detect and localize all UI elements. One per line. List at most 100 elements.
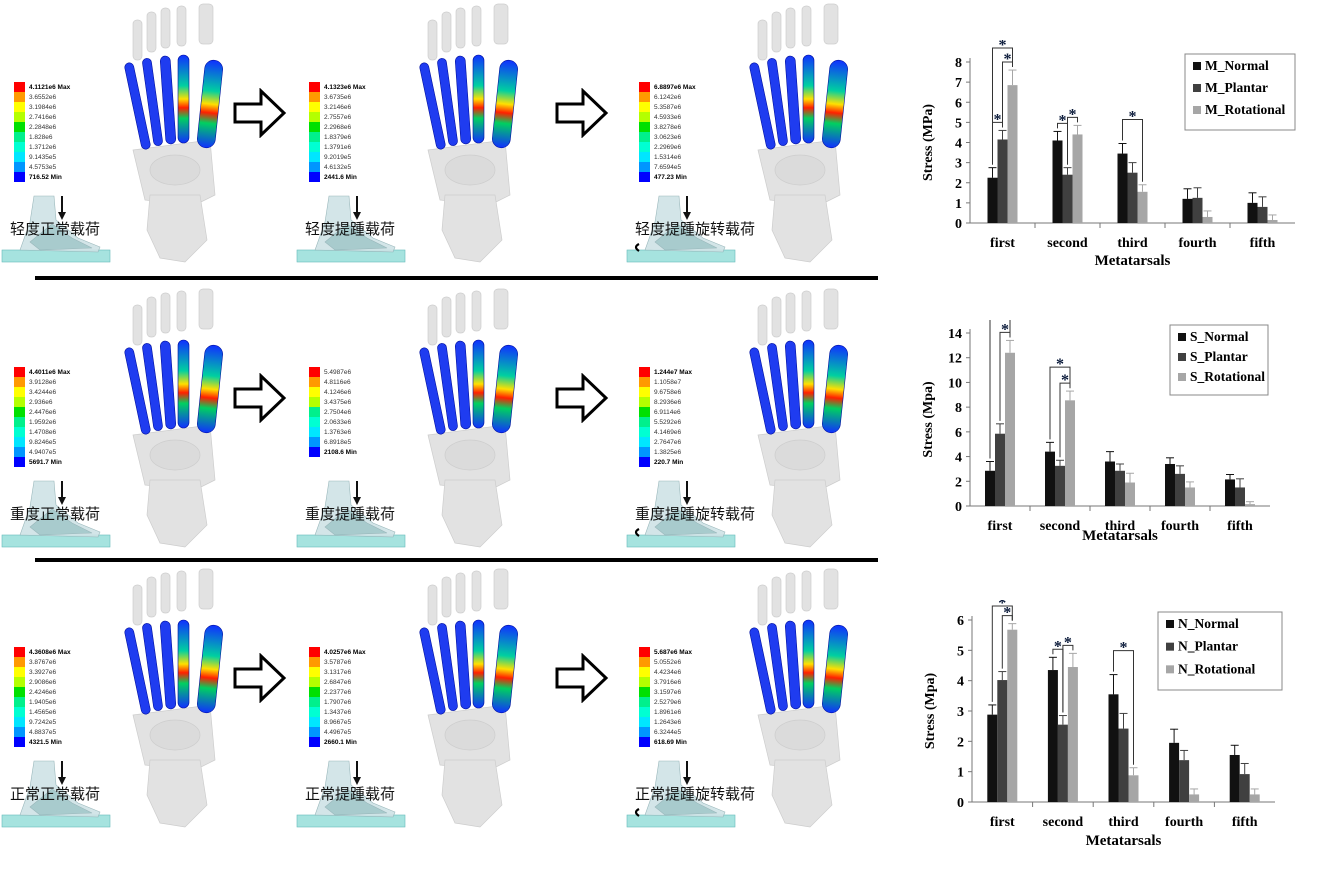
bar: [1267, 219, 1278, 223]
legend-label: M_Rotational: [1205, 102, 1285, 117]
colorbar-label: 3.8278e6: [654, 123, 682, 131]
metatarsal-bone: [767, 58, 788, 146]
colorbar-entry: 4.5753e5: [14, 162, 94, 172]
colorbar-entry: 1.4565e6: [14, 707, 94, 717]
metatarsal-bone: [177, 54, 190, 144]
x-tick-label: second: [1043, 815, 1084, 830]
bar: [997, 139, 1008, 223]
y-tick-label: 12: [948, 352, 962, 367]
bar: [1225, 479, 1235, 506]
colorbar-swatch: [639, 697, 650, 707]
colorbar-entry: 2.2968e6: [309, 122, 389, 132]
panel-caption: 轻度提踵载荷: [305, 220, 396, 238]
stress-colorbar-legend: 4.1121e6 Max 3.6552e6 3.1984e6 2.7416e6 2.28…: [14, 82, 94, 182]
metatarsal-bone: [437, 623, 458, 711]
rotation-arrow-icon: [634, 808, 640, 817]
metatarsal-bone: [142, 58, 163, 146]
bar: [1117, 153, 1128, 223]
colorbar-entry: 2.0633e6: [309, 417, 389, 427]
x-tick-label: first: [990, 815, 1015, 830]
bar: [1165, 463, 1175, 506]
significance-star: *: [1056, 356, 1064, 373]
colorbar-entry: 7.6594e5: [639, 162, 719, 172]
colorbar-label: 8.9667e5: [324, 718, 352, 726]
panel-caption: 正常提踵旋转载荷: [635, 785, 756, 803]
colorbar-swatch: [14, 647, 25, 657]
colorbar-entry: 3.1597e6: [639, 687, 719, 697]
colorbar-entry: 1.8379e6: [309, 132, 389, 142]
significance-bracket: [989, 320, 1011, 459]
colorbar-label: 3.0623e6: [654, 133, 682, 141]
colorbar-swatch: [309, 717, 320, 727]
colorbar-entry: 3.1984e6: [14, 102, 94, 112]
colorbar-label: 1.8961e6: [654, 708, 682, 716]
colorbar-label: 2.6847e6: [324, 678, 352, 686]
foot-stress-model: [419, 288, 518, 548]
colorbar-entry: 9.1435e5: [14, 152, 94, 162]
colorbar-swatch: [639, 112, 650, 122]
colorbar-entry: 9.7242e5: [14, 717, 94, 727]
colorbar-swatch: [309, 397, 320, 407]
colorbar-label: 2.7647e6: [654, 438, 682, 446]
x-axis-label: Metatarsals: [1095, 253, 1171, 269]
legend-swatch: [1193, 106, 1201, 114]
colorbar-swatch: [309, 417, 320, 427]
colorbar-label: 1.8379e6: [324, 133, 352, 141]
metatarsal-bone: [802, 54, 815, 144]
colorbar-label: 4.8116e6: [324, 378, 351, 386]
colorbar-entry: 3.8767e6: [14, 657, 94, 667]
stress-colorbar-legend: 4.1323e6 Max 3.6735e6 3.2146e6 2.7557e6 2.29…: [309, 82, 389, 182]
colorbar-entry: 3.0623e6: [639, 132, 719, 142]
colorbar-swatch: [639, 707, 650, 717]
colorbar-entry: 1.3825e6: [639, 447, 719, 457]
foot-stress-model: [749, 288, 848, 548]
colorbar-swatch: [14, 697, 25, 707]
foot-stress-model: [419, 568, 518, 828]
colorbar-swatch: [639, 687, 650, 697]
colorbar-swatch: [639, 667, 650, 677]
bar: [997, 680, 1008, 802]
colorbar-entry: 4.5933e6: [639, 112, 719, 122]
colorbar-entry: 4.3608e6 Max: [14, 647, 94, 657]
colorbar-swatch: [14, 667, 25, 677]
colorbar-label: 1.3712e6: [29, 143, 57, 151]
x-tick-label: fourth: [1161, 519, 1199, 534]
colorbar-swatch: [309, 437, 320, 447]
colorbar-entry: 2660.1 Min: [309, 737, 389, 747]
y-tick-label: 4: [957, 675, 964, 690]
y-axis-label: Stress (Mpa): [923, 672, 938, 749]
y-tick-label: 7: [955, 76, 962, 91]
colorbar-entry: 1.3763e6: [309, 427, 389, 437]
colorbar-entry: 3.2146e6: [309, 102, 389, 112]
metatarsal-bone: [197, 344, 223, 434]
stress-panel: 4.0257e6 Max 3.5787e6 3.1317e6 2.6847e6 2.23…: [295, 565, 585, 845]
colorbar-label: 4.4967e5: [324, 728, 352, 736]
right-arrow-icon: [233, 88, 287, 138]
x-tick-label: second: [1040, 519, 1081, 534]
colorbar-swatch: [639, 427, 650, 437]
foot-loading-thumbnail: [626, 195, 736, 263]
foot-loading-thumbnail: [1, 760, 111, 828]
colorbar-swatch: [639, 457, 650, 467]
colorbar-label: 618.69 Min: [654, 738, 687, 746]
stress-panel: 4.1121e6 Max 3.6552e6 3.1984e6 2.7416e6 2.28…: [0, 0, 290, 280]
colorbar-label: 3.4375e6: [324, 398, 352, 406]
legend-label: N_Rotational: [1178, 661, 1255, 676]
colorbar-label: 2.7416e6: [29, 113, 57, 121]
colorbar-label: 3.1317e6: [324, 668, 352, 676]
metatarsal-bone: [822, 344, 848, 434]
panel-caption: 重度提踵旋转载荷: [635, 505, 756, 523]
y-tick-label: 6: [957, 614, 964, 629]
colorbar-label: 2.2377e6: [324, 688, 352, 696]
right-arrow-icon: [555, 653, 609, 703]
x-tick-label: fourth: [1165, 815, 1203, 830]
x-tick-label: fifth: [1227, 519, 1253, 534]
colorbar-swatch: [309, 697, 320, 707]
colorbar-label: 3.8767e6: [29, 658, 57, 666]
legend-label: S_Normal: [1190, 329, 1249, 344]
colorbar-entry: 5.5292e6: [639, 417, 719, 427]
colorbar-label: 716.52 Min: [29, 173, 62, 181]
colorbar-swatch: [14, 657, 25, 667]
foot-stress-model: [749, 568, 848, 828]
metatarsal-bone: [142, 623, 163, 711]
